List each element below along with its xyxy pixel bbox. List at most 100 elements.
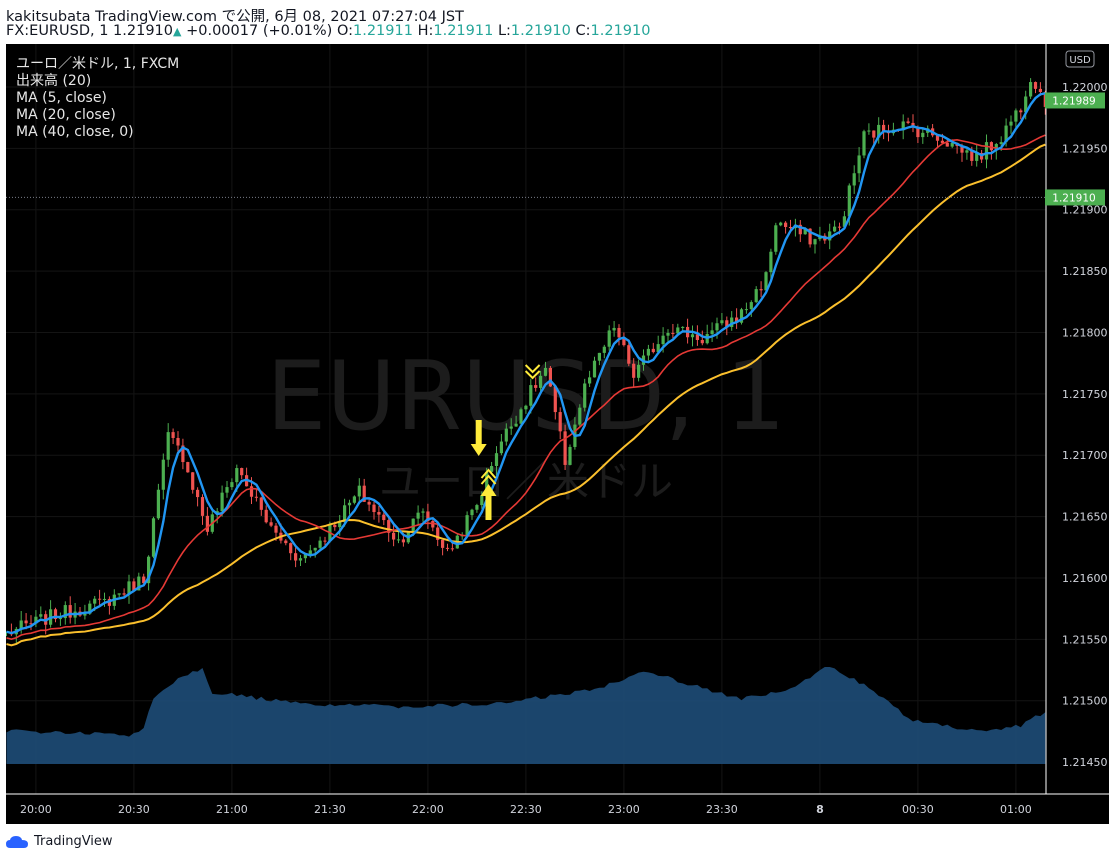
candle-body [999,142,1003,145]
price-axis[interactable] [1046,44,1109,794]
chart-header: kakitsubata TradingView.com で公開, 6月 08, … [0,0,1117,42]
candle-body [578,407,582,425]
candle-body [186,462,190,473]
candle-body [597,352,601,361]
time-tick-label: 22:30 [510,803,542,816]
currency-badge[interactable] [1065,50,1095,68]
candle-body [1004,125,1008,143]
candle-body [83,613,87,616]
candle-body [132,581,136,591]
candle-body [602,346,606,353]
candle-body [1014,110,1018,122]
candle-body [735,317,739,323]
candle-body [715,323,719,331]
chart-panel[interactable]: EURUSD, 1 ユーロ／米ドル 1.22000 1.21950 1.21900 1… [6,44,1109,824]
watermark-symbol: EURUSD, 1 [266,342,785,452]
candle-body [548,367,552,387]
candle-body [720,320,724,324]
candle-body [225,487,229,493]
candle-body [847,185,851,217]
candle-body [274,525,278,533]
crosshair-price-tag-label: 1.21910 [1052,192,1095,204]
candle-body [1024,96,1028,113]
candle-body [151,518,156,557]
candle-body [333,524,337,528]
candle-body [612,327,616,331]
candle-body [739,309,744,323]
candle-body [519,409,523,424]
candle-body [950,142,954,147]
time-axis[interactable] [6,794,1109,824]
candle-body [754,289,758,303]
candle-body [39,614,43,617]
candle-body [1033,82,1038,89]
candle-body [98,598,102,600]
candle-body [63,605,67,619]
last-price-tag-label: 1.21989 [1052,95,1095,107]
high-value: 1.21911 [433,23,494,39]
candle-body [499,441,503,454]
candle-body [142,576,146,584]
close-label: C: [575,23,591,39]
candle-body [774,225,778,252]
candle-body [1029,82,1033,97]
candle-body [254,496,258,498]
candle-body [220,492,224,512]
candle-body [906,121,910,123]
candle-body [465,515,469,536]
candle-body [117,593,121,595]
candle-body [989,142,993,151]
time-tick-label: 20:30 [118,803,150,816]
volume-series [6,666,1046,764]
candle-body [176,437,180,446]
up-triangle-icon: ▲ [173,25,182,38]
candle-body [695,334,699,341]
price-tick-label: 1.21900 [1062,204,1108,217]
tradingview-brand: TradingView [34,834,113,849]
open-value: 1.21911 [353,23,413,39]
candle-body [205,515,209,532]
candle-body [357,485,361,497]
price-chart[interactable]: EURUSD, 1 ユーロ／米ドル 1.220001.219501.219001… [6,44,1109,824]
candle-body [269,522,273,526]
cloud-icon [6,835,28,848]
chevron-up-icon [480,468,497,485]
price-tick-label: 1.21500 [1062,695,1108,708]
candle-body [798,224,802,235]
time-tick-label: 23:00 [608,803,640,816]
publish-info: kakitsubata TradingView.com で公開, 6月 08, … [6,9,464,25]
candle-body [196,489,200,498]
candle-body [960,145,964,153]
candle-body [769,251,773,273]
candle-body [808,228,812,245]
candle-body [416,512,420,519]
candle-body [632,363,636,378]
currency-label: USD [1069,55,1091,66]
candle-body [857,155,861,174]
candle-body [259,497,263,510]
candle-body [666,332,670,336]
candle-body [970,150,974,161]
candle-body [784,222,788,227]
footer: TradingView [0,826,1117,860]
price-tick-label: 1.21550 [1062,633,1108,646]
candle-body [200,497,205,516]
candle-body [303,554,307,559]
legend-ma40: MA (40, close, 0) [16,124,134,140]
candle-body [872,130,876,138]
price-axis-ticks: 1.22000 1.21950 1.21900 1.21850 1.21800 1.217… [1062,81,1108,769]
candle-body [681,326,685,328]
candle-body [514,423,518,427]
candle-body [935,135,940,141]
candle-body [68,605,72,618]
time-tick-label: 21:00 [216,803,248,816]
candle-body [558,412,562,432]
candle-body [475,505,479,510]
legend-ma5: MA (5, close) [16,90,107,106]
time-tick-label: 01:00 [1000,803,1032,816]
candle-body [842,216,846,227]
candle-body [401,539,405,543]
price-tick-label: 1.21950 [1062,142,1108,155]
tradingview-logo[interactable]: TradingView [6,834,113,849]
candle-body [392,532,396,540]
